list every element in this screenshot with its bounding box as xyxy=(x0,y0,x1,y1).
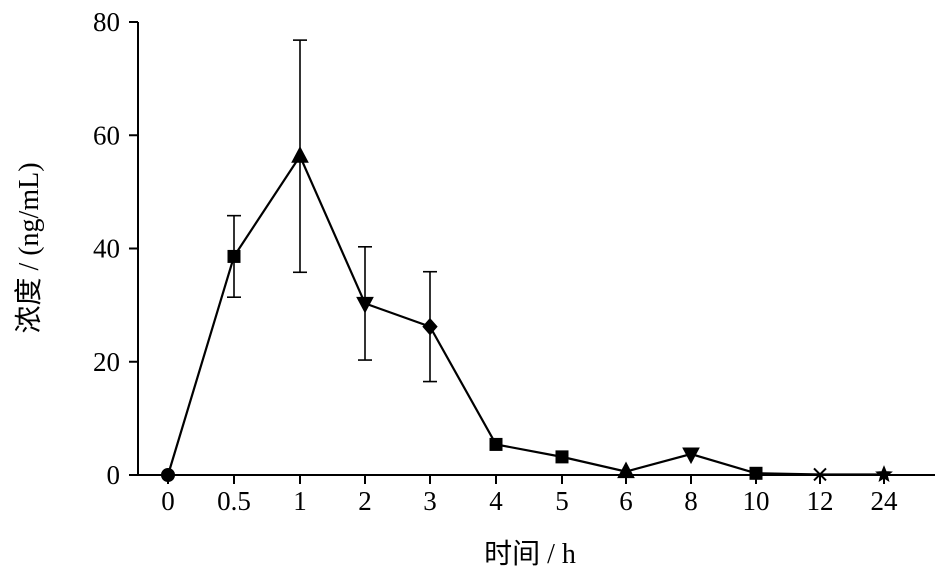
x-tick-label: 6 xyxy=(619,486,633,516)
x-tick-label: 0 xyxy=(161,486,175,516)
y-axis-title: 浓度 / (ng/mL) xyxy=(13,162,45,333)
x-axis-title: 时间 / h xyxy=(484,538,576,570)
data-point-star xyxy=(875,465,893,483)
x-tick-label: 0.5 xyxy=(217,486,251,516)
x-tick-label: 8 xyxy=(684,486,698,516)
data-point-circle xyxy=(161,468,175,482)
data-point-triangle-up xyxy=(617,461,635,479)
x-tick-label: 24 xyxy=(871,486,899,516)
y-ticks: 0 20 40 60 80 xyxy=(93,7,138,490)
data-point-square xyxy=(489,437,503,451)
x-tick-label: 3 xyxy=(423,486,437,516)
x-tick-label: 1 xyxy=(293,486,307,516)
data-point-triangle-down xyxy=(682,447,700,465)
data-point-square xyxy=(749,466,763,480)
y-tick-label: 0 xyxy=(107,460,121,490)
data-point-square xyxy=(227,249,241,263)
data-point-diamond xyxy=(422,317,438,336)
x-ticks: 0 0.5 1 2 3 4 5 6 8 10 12 24 xyxy=(161,475,898,516)
series-line xyxy=(166,153,884,476)
error-bars xyxy=(227,39,437,383)
data-point-x xyxy=(813,467,827,482)
data-point-triangle-up xyxy=(291,146,309,163)
x-tick-label: 2 xyxy=(358,486,372,516)
x-tick-label: 4 xyxy=(489,486,503,516)
y-tick-label: 60 xyxy=(93,120,120,150)
y-tick-label: 40 xyxy=(93,234,120,264)
x-tick-label: 10 xyxy=(743,486,770,516)
series-group xyxy=(161,146,893,483)
x-tick-label: 12 xyxy=(807,486,834,516)
x-tick-label: 5 xyxy=(555,486,569,516)
axes xyxy=(137,22,935,476)
y-tick-label: 20 xyxy=(93,347,120,377)
data-point-square xyxy=(555,450,569,464)
data-point-triangle-down xyxy=(356,296,374,314)
y-tick-label: 80 xyxy=(93,7,120,37)
